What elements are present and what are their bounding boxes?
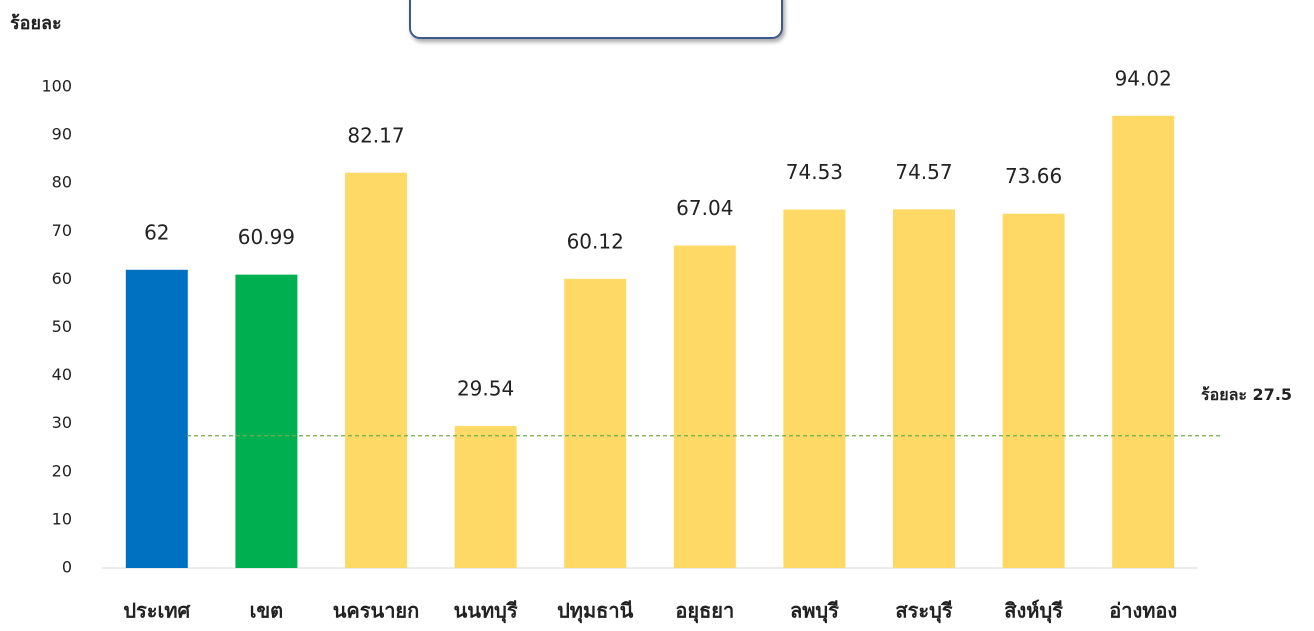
x-tick-label: นนทบุรี [454,599,518,624]
y-tick-label: 90 [52,125,72,144]
data-label: 62 [144,220,169,244]
header-box [409,0,783,39]
bar [345,172,407,568]
x-tick-label: อ่างทอง [1109,599,1177,623]
y-tick-label: 0 [62,558,72,577]
bar [125,269,188,568]
y-tick-label: 30 [52,413,72,432]
data-label: 73.66 [1005,164,1062,188]
bar [454,425,517,568]
y-tick-label: 10 [52,509,72,528]
x-tick-label: สระบุรี [895,599,952,624]
data-label: 29.54 [457,376,514,400]
data-label: 94.02 [1115,66,1172,90]
bar [673,245,736,568]
data-label: 74.53 [786,160,843,184]
data-label: 82.17 [347,123,404,147]
x-tick-label: เขต [250,599,284,623]
bar [783,209,846,569]
x-tick-label: สิงห์บุรี [1004,599,1063,624]
x-tick-label: นครนายก [333,599,420,623]
bar [235,274,298,568]
bar [1112,115,1175,569]
data-label: 74.57 [895,160,952,184]
data-label: 60.12 [567,229,624,253]
y-tick-label: 70 [52,221,72,240]
y-tick-label: 50 [52,317,72,336]
bar [564,278,627,568]
reference-label: ร้อยละ 27.5 [1201,385,1292,404]
y-tick-label: 60 [52,269,72,288]
y-tick-label: 40 [52,365,72,384]
data-label: 60.99 [238,225,295,249]
x-tick-label: ลพบุรี [790,599,839,624]
bar [893,209,955,568]
y-axis-label: ร้อยละ [10,13,62,34]
x-tick-label: ประเทศ [123,599,191,623]
bar [1002,213,1065,568]
y-tick-label: 100 [41,77,72,96]
x-tick-label: อยุธยา [675,599,734,624]
x-tick-label: ปทุมธานี [557,599,634,624]
data-label: 67.04 [676,196,733,220]
y-tick-label: 20 [52,461,72,480]
y-tick-label: 80 [52,173,72,192]
